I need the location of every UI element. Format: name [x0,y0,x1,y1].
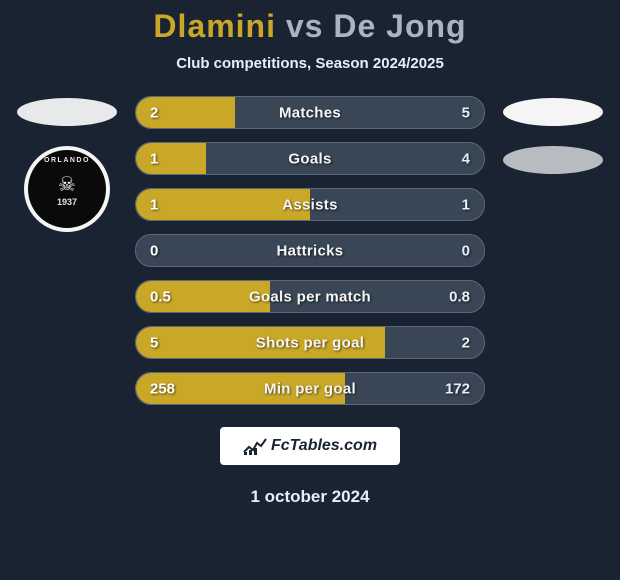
country-flag-right [503,98,603,126]
sparkline-icon [243,437,267,455]
right-column [495,96,611,174]
stat-value-left: 0.5 [150,288,171,305]
stat-value-left: 1 [150,196,158,213]
player1-name: Dlamini [153,8,276,44]
vs-text: vs [286,8,324,44]
comparison-card: Dlamini vs De Jong Club competitions, Se… [0,0,620,580]
stat-value-left: 258 [150,380,175,397]
stat-value-left: 2 [150,104,158,121]
stat-label: Min per goal [264,380,356,397]
stat-bar: 2 Matches 5 [135,96,485,129]
stat-value-right: 5 [462,104,470,121]
player2-name: De Jong [333,8,466,44]
stat-value-left: 1 [150,150,158,167]
stat-bar: 258 Min per goal 172 [135,372,485,405]
brand-text: FcTables.com [271,437,377,455]
stat-label: Assists [282,196,337,213]
stat-bar: 0.5 Goals per match 0.8 [135,280,485,313]
stat-bar: 1 Assists 1 [135,188,485,221]
title-row: Dlamini vs De Jong [0,8,620,45]
badge-year: 1937 [57,197,77,207]
stat-label: Goals [288,150,331,167]
stat-bar: 1 Goals 4 [135,142,485,175]
stat-bars: 2 Matches 5 1 Goals 4 1 Assists 1 0 Hattricks 0 0.5 G… [135,96,485,405]
stat-value-right: 4 [462,150,470,167]
club-badge-left: ORLANDO ☠ 1937 [24,146,110,232]
stat-value-right: 0 [462,242,470,259]
left-column: ORLANDO ☠ 1937 [9,96,125,232]
content-row: ORLANDO ☠ 1937 2Matches51Goals41Assists1… [0,96,620,405]
country-flag-left [17,98,117,126]
subtitle: Club competitions, Season 2024/2025 [0,55,620,72]
stat-label: Hattricks [277,242,344,259]
stat-value-right: 0.8 [449,288,470,305]
stat-value-right: 2 [462,334,470,351]
skull-icon: ☠ [58,175,76,195]
date-line: 1 october 2024 [0,487,620,507]
stat-value-right: 1 [462,196,470,213]
club-badge-right [503,146,603,174]
badge-arc-text: ORLANDO [44,157,90,164]
stat-value-right: 172 [445,380,470,397]
bar-fill-left [136,143,206,174]
stat-bar: 5 Shots per goal 2 [135,326,485,359]
stat-label: Shots per goal [256,334,364,351]
stat-bar: 0 Hattricks 0 [135,234,485,267]
stat-label: Matches [279,104,341,121]
stat-value-left: 5 [150,334,158,351]
stat-label: Goals per match [249,288,371,305]
stat-value-left: 0 [150,242,158,259]
fctables-badge[interactable]: FcTables.com [220,427,400,465]
